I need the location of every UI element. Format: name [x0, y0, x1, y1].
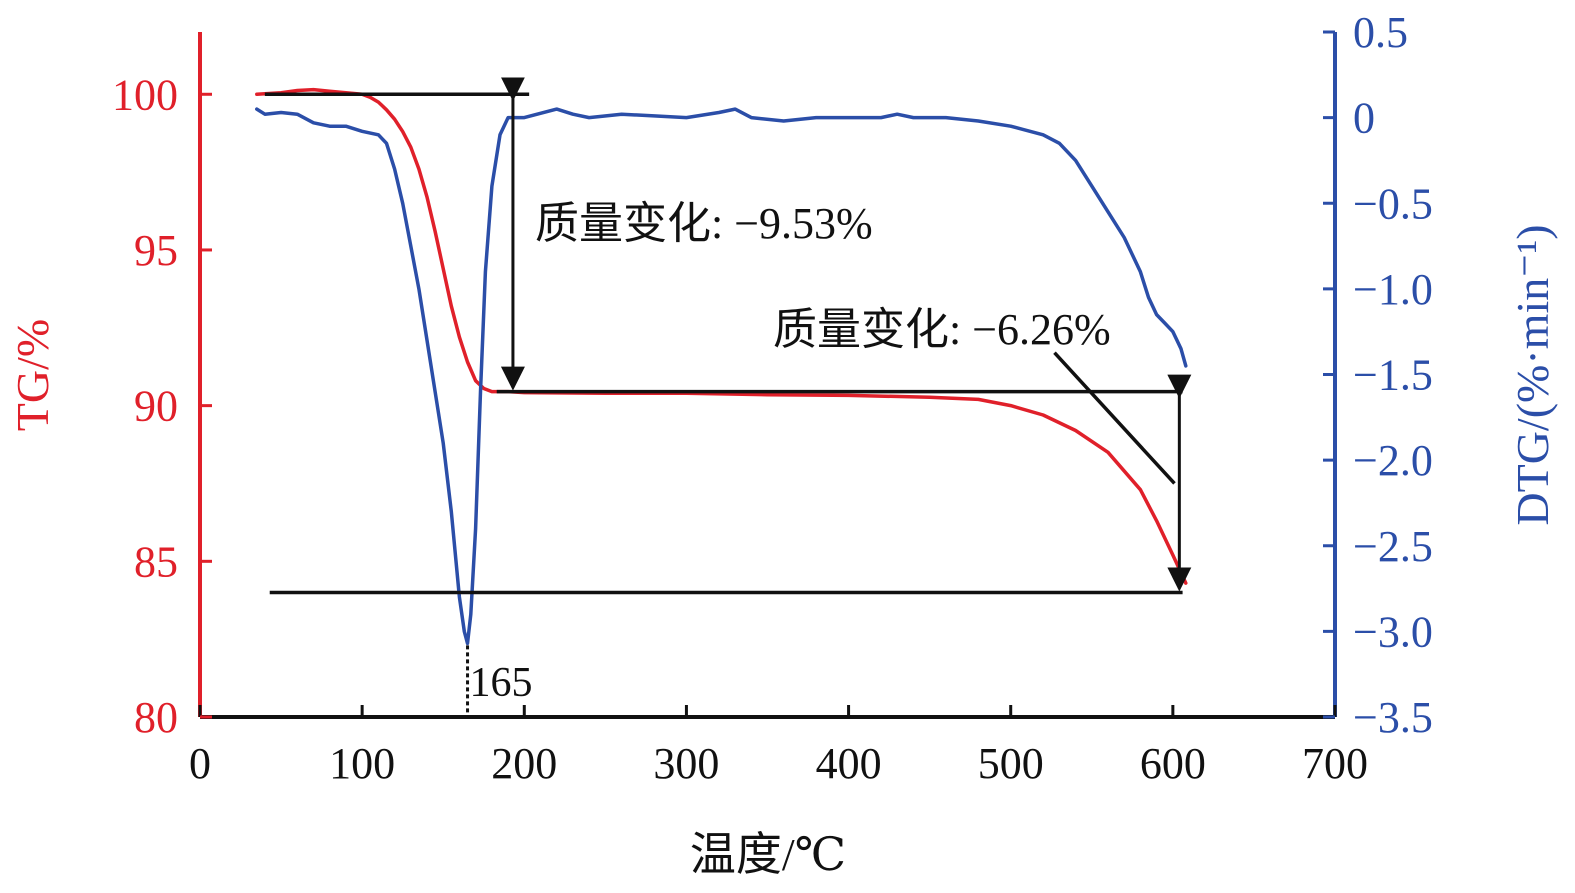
dtg-series-line — [255, 107, 1188, 646]
mass-change-1-label: 质量变化: −9.53% — [535, 199, 873, 248]
mass-change-2-label: 质量变化: −6.26% — [773, 305, 1111, 354]
dtg-tick-label: −0.5 — [1353, 179, 1433, 228]
tg-tick-label: 100 — [112, 70, 178, 119]
dtg-tick-label: −3.5 — [1353, 693, 1433, 742]
tg-tick-label: 95 — [134, 226, 178, 275]
tg-tick-label: 85 — [134, 537, 178, 586]
dtg-tick-label: −2.5 — [1353, 522, 1433, 571]
x-tick-label: 400 — [816, 739, 882, 788]
dtg-tick-label: −1.5 — [1353, 351, 1433, 400]
dtg-tick-label: 0 — [1353, 94, 1375, 143]
tg-axis-title: TG/% — [7, 319, 58, 431]
tg-tick-label: 80 — [134, 693, 178, 742]
x-tick-label: 500 — [978, 739, 1044, 788]
peak-temperature-label: 165 — [470, 660, 533, 706]
x-tick-label: 200 — [491, 739, 557, 788]
dtg-tick-label: −1.0 — [1353, 265, 1433, 314]
tg-tick-label: 90 — [134, 382, 178, 431]
dtg-axis-title: DTG/(%·min⁻¹) — [1507, 224, 1558, 525]
mass-change-2-leader-line — [1053, 351, 1176, 485]
x-tick-label: 700 — [1302, 739, 1368, 788]
dtg-tick-label: 0.5 — [1353, 8, 1408, 57]
x-axis-title: 温度/℃ — [690, 829, 846, 880]
dtg-tick-label: −2.0 — [1353, 436, 1433, 485]
dtg-tick-label: −3.0 — [1353, 607, 1433, 656]
x-tick-label: 100 — [329, 739, 395, 788]
x-tick-label: 0 — [189, 739, 211, 788]
x-tick-label: 300 — [653, 739, 719, 788]
x-tick-label: 600 — [1140, 739, 1206, 788]
